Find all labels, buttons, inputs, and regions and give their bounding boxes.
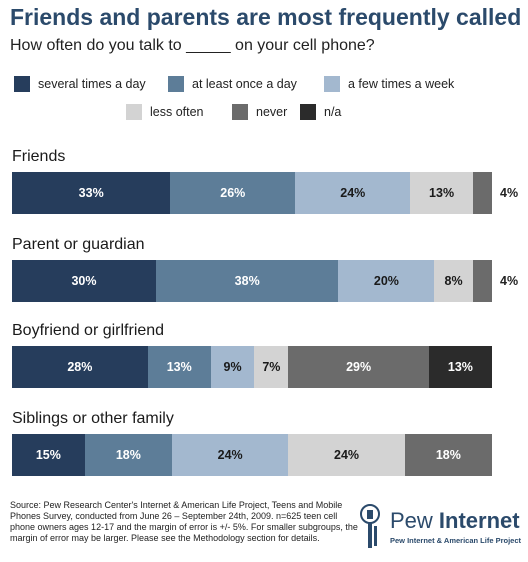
logo-tagline: Pew Internet & American Life Project bbox=[390, 536, 522, 545]
legend-label: n/a bbox=[324, 105, 342, 119]
bar-segment: 13% bbox=[410, 172, 473, 214]
bar-segment: 28% bbox=[12, 346, 148, 388]
data-label: 24% bbox=[217, 448, 243, 462]
legend-item: a few times a week bbox=[324, 76, 454, 92]
bar-segment: 18% bbox=[404, 434, 492, 476]
bar-segment: 29% bbox=[288, 346, 429, 388]
bar-segment: 30% bbox=[12, 260, 156, 302]
category-label: Boyfriend or girlfriend bbox=[12, 322, 165, 339]
data-label: 4% bbox=[500, 186, 519, 200]
stacked-bar: 15% 18% 24% 24% 18% bbox=[12, 434, 492, 476]
bar-segment: 26% bbox=[170, 172, 296, 214]
stacked-bar: 28% 13% 9% 7% 29% 13% bbox=[12, 346, 492, 388]
data-label: 18% bbox=[435, 448, 461, 462]
legend-item: at least once a day bbox=[168, 76, 297, 92]
data-label: 28% bbox=[67, 360, 93, 374]
data-label: 30% bbox=[71, 274, 97, 288]
bar-segment: 33% bbox=[12, 172, 171, 214]
legend-label: several times a day bbox=[38, 77, 146, 91]
data-label: 15% bbox=[35, 448, 61, 462]
bar-segment: 9% bbox=[210, 346, 255, 388]
bar-segment: 13% bbox=[428, 346, 492, 388]
pew-internet-logo: Pew Internet Pew Internet & American Lif… bbox=[360, 502, 525, 557]
legend-item: several times a day bbox=[14, 76, 146, 92]
bar-segment: 8% bbox=[434, 260, 473, 302]
category-label: Parent or guardian bbox=[12, 236, 145, 253]
legend-label: less often bbox=[150, 105, 204, 119]
data-label: 4% bbox=[500, 274, 519, 288]
legend-swatch bbox=[324, 76, 340, 92]
data-label: 29% bbox=[346, 360, 372, 374]
stacked-bar: 30% 38% 20% 8% bbox=[12, 260, 492, 302]
data-label: 7% bbox=[262, 360, 281, 374]
source-note: Source: Pew Research Center's Internet &… bbox=[10, 500, 358, 543]
pew-logo-icon bbox=[360, 504, 380, 548]
legend-swatch bbox=[14, 76, 30, 92]
data-label: 13% bbox=[429, 186, 455, 200]
data-label: 9% bbox=[223, 360, 242, 374]
legend-swatch bbox=[300, 104, 316, 120]
bar-segment: 24% bbox=[295, 172, 411, 214]
category-label: Siblings or other family bbox=[12, 410, 174, 427]
bar-segment: 7% bbox=[254, 346, 289, 388]
data-label: 13% bbox=[447, 360, 473, 374]
chart-subtitle: How often do you talk to _____ on your c… bbox=[10, 37, 375, 54]
data-label: 18% bbox=[115, 448, 141, 462]
bar-segment: 13% bbox=[147, 346, 211, 388]
data-label: 24% bbox=[340, 186, 366, 200]
legend-swatch bbox=[126, 104, 142, 120]
logo-wordmark: Pew Internet bbox=[390, 508, 520, 533]
legend-label: never bbox=[256, 105, 288, 119]
data-label: 24% bbox=[334, 448, 360, 462]
legend-item: less often bbox=[126, 104, 204, 120]
bar-segment: 24% bbox=[171, 434, 289, 476]
stacked-bar: 33% 26% 24% 13% bbox=[12, 172, 492, 214]
legend-item: n/a bbox=[300, 104, 341, 120]
chart-title: Friends and parents are most frequently … bbox=[10, 4, 522, 30]
legend-item: never bbox=[232, 104, 287, 120]
bar-segment bbox=[472, 172, 492, 214]
bar-segment: 38% bbox=[156, 260, 339, 302]
data-label: 20% bbox=[373, 274, 399, 288]
bar-segment: 20% bbox=[338, 260, 435, 302]
bar-segment: 15% bbox=[12, 434, 85, 476]
legend-swatch bbox=[168, 76, 184, 92]
legend-swatch bbox=[232, 104, 248, 120]
data-label: 26% bbox=[220, 186, 246, 200]
data-label: 8% bbox=[444, 274, 463, 288]
data-label: 38% bbox=[234, 274, 260, 288]
data-label: 33% bbox=[78, 186, 104, 200]
bar-segment: 18% bbox=[84, 434, 172, 476]
bar-segment bbox=[472, 260, 492, 302]
data-label: 13% bbox=[166, 360, 192, 374]
legend-label: a few times a week bbox=[348, 77, 455, 91]
legend-label: at least once a day bbox=[192, 77, 297, 91]
bar-segment: 24% bbox=[288, 434, 405, 476]
category-label: Friends bbox=[12, 148, 66, 165]
